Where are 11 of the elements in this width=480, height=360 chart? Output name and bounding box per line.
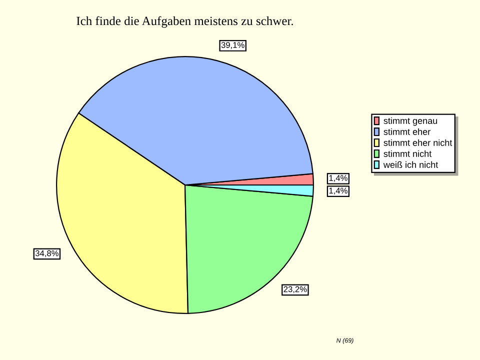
legend-label: stimmt nicht <box>384 150 432 157</box>
legend-label: stimmt eher nicht <box>384 139 452 146</box>
data-label: 1,4% <box>329 188 348 195</box>
legend-label: weiß ich nicht <box>383 161 438 168</box>
legend-label: stimmt eher <box>384 128 430 135</box>
data-label: 1,4% <box>329 175 348 182</box>
data-label: 34,8% <box>35 250 58 258</box>
chart-title: Ich finde die Aufgaben meistens zu schwer. <box>76 16 293 28</box>
data-label: 23,2% <box>284 286 307 294</box>
legend-label: stimmt genau <box>384 117 438 126</box>
data-label: 39,1% <box>221 42 244 49</box>
